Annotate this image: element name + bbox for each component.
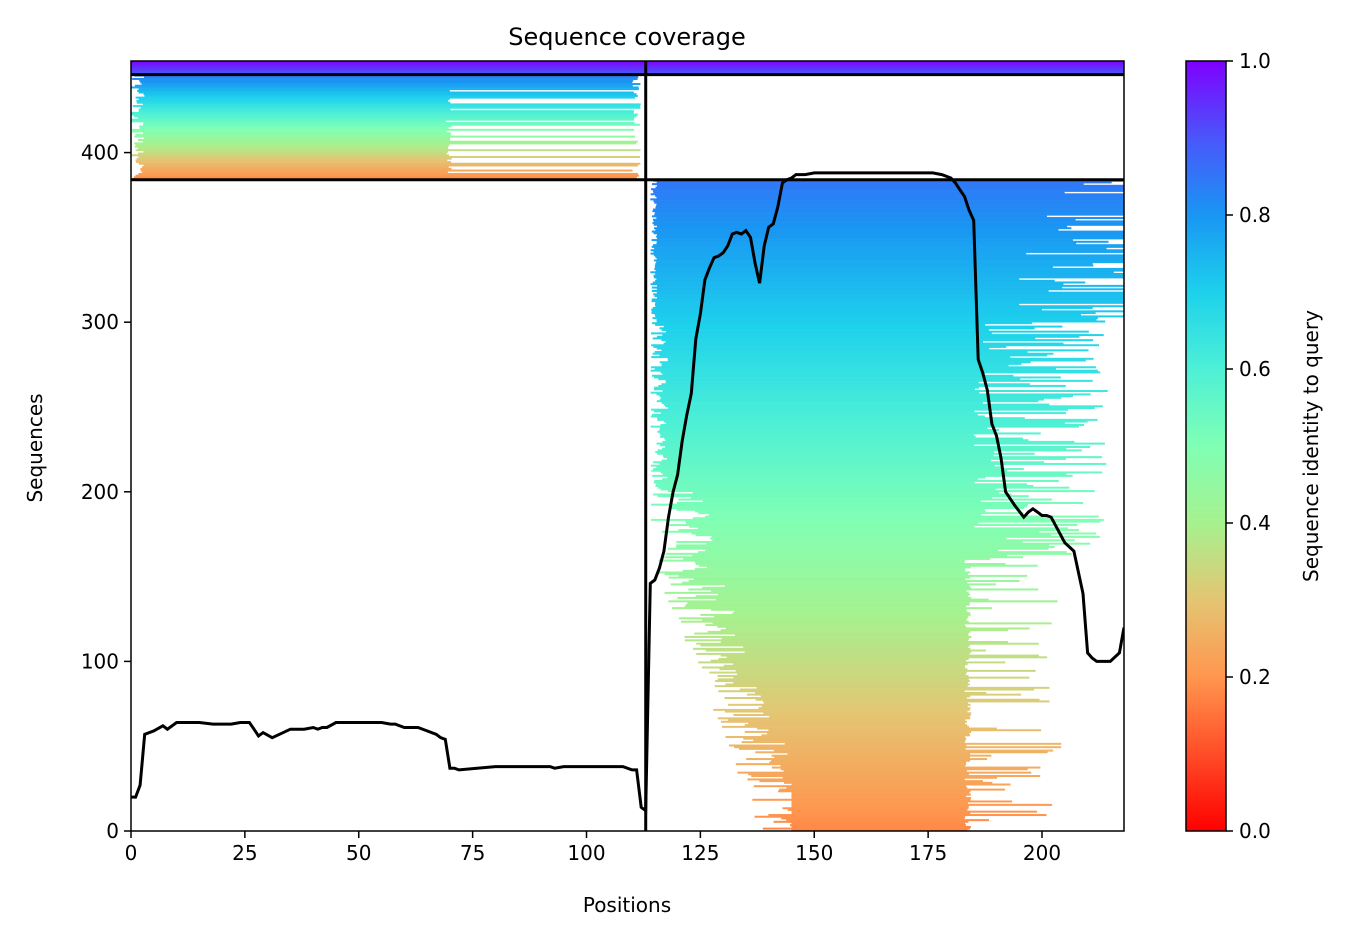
colorbar	[1185, 60, 1227, 832]
x-tick-label: 75	[460, 841, 485, 865]
x-tick-label: 200	[1023, 841, 1061, 865]
x-tick-label: 0	[125, 841, 138, 865]
x-tick-label: 25	[232, 841, 257, 865]
x-tick-label: 150	[795, 841, 833, 865]
colorbar-tick-label: 0.2	[1239, 665, 1271, 689]
colorbar-tick-label: 0.8	[1239, 203, 1271, 227]
y-tick-label: 300	[81, 310, 119, 334]
colorbar-tick-label: 1.0	[1239, 49, 1271, 73]
x-axis-label: Positions	[583, 893, 671, 917]
x-tick-label: 100	[567, 841, 605, 865]
y-axis-ticks: 0 100 200 300 400	[81, 141, 131, 843]
chart-title: Sequence coverage	[508, 23, 745, 51]
y-tick-label: 100	[81, 649, 119, 673]
y-tick-label: 400	[81, 141, 119, 165]
colorbar-ticks: 0.0 0.2 0.4 0.6 0.8 1.0	[1226, 49, 1271, 843]
coverage-line	[131, 171, 1124, 814]
y-tick-label: 200	[81, 480, 119, 504]
block-boundaries	[131, 61, 1124, 831]
colorbar-tick-label: 0.0	[1239, 819, 1271, 843]
colorbar-label: Sequence identity to query	[1299, 310, 1323, 582]
x-tick-label: 125	[681, 841, 719, 865]
x-tick-label: 50	[346, 841, 371, 865]
colorbar-tick-label: 0.6	[1239, 357, 1271, 381]
heatmap-layer	[131, 61, 1124, 831]
y-tick-label: 0	[106, 819, 119, 843]
colorbar-tick-label: 0.4	[1239, 511, 1271, 535]
x-axis-ticks: 0 25 50 75 100 125 150 175 200	[125, 831, 1061, 865]
x-tick-label: 175	[909, 841, 947, 865]
y-axis-label: Sequences	[23, 393, 47, 502]
plot-frame	[130, 60, 1125, 832]
